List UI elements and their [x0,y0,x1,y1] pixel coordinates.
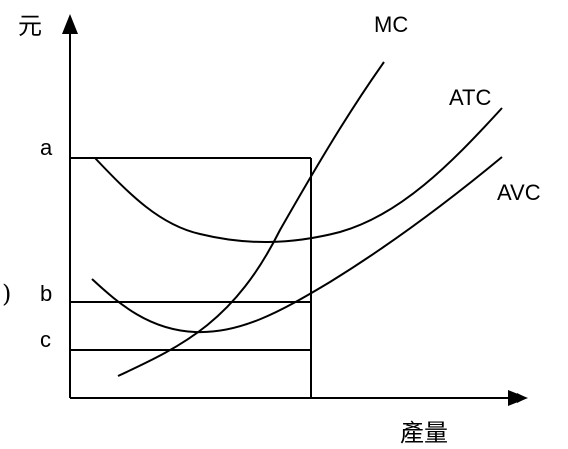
atc-label: ATC [449,85,491,110]
atc-curve [94,107,503,243]
price-label-a: a [40,135,53,160]
avc-curve [91,156,503,334]
avc-label: AVC [497,180,541,205]
y-axis-arrowhead [62,14,78,34]
mc-label: MC [374,12,408,37]
y-axis-label: 元 [18,12,42,40]
mc-curve [117,61,385,377]
paren-mark: ) [2,280,11,308]
price-label-b: b [40,281,52,306]
price-label-c: c [40,327,51,352]
x-axis-label: 產量 [400,419,448,447]
x-axis-arrowhead [508,390,528,406]
